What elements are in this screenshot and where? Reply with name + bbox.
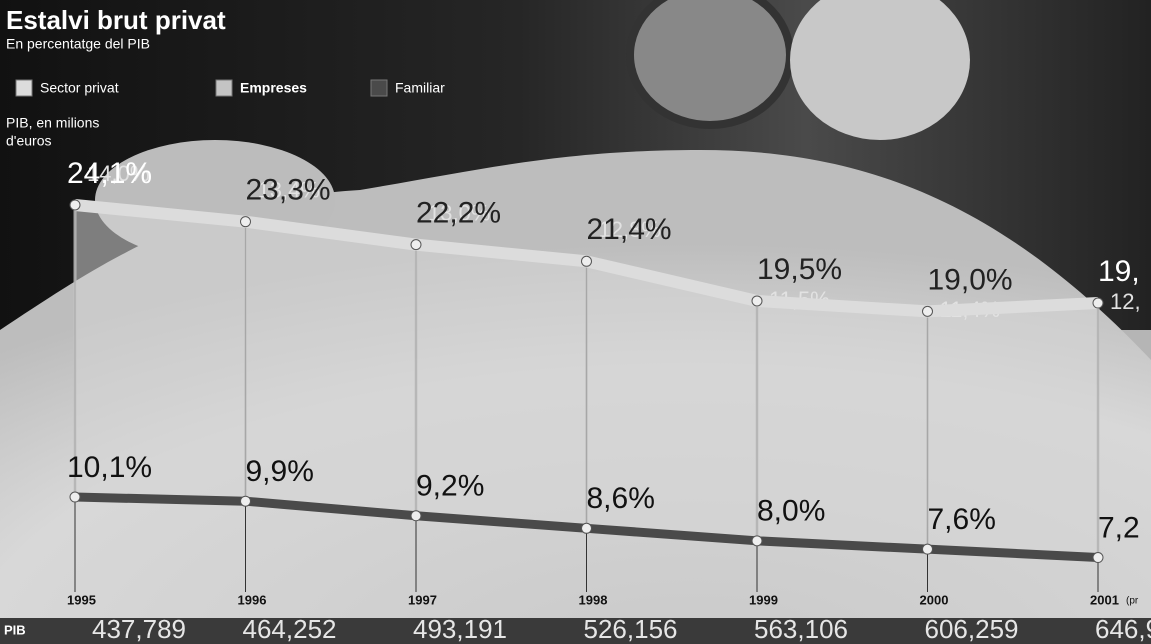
pib-axis-label: PIB, en milions <box>6 115 99 131</box>
point <box>69 491 81 503</box>
chart-title: Estalvi brut privat <box>6 5 226 35</box>
empreses-label: 12, <box>1110 289 1141 314</box>
pib-value: 646,9 <box>1095 614 1151 644</box>
point <box>922 305 933 317</box>
pib-label: PIB <box>4 622 26 637</box>
x-tick-label: 1998 <box>579 592 608 607</box>
legend-label: Sector privat <box>40 80 119 96</box>
x-tick-label: 1997 <box>408 592 437 607</box>
value-label: 21,4% <box>587 213 672 246</box>
value-label: 24,1% <box>67 157 152 190</box>
empreses-label: 12,8% <box>599 217 661 242</box>
point <box>751 295 763 307</box>
value-label: 23,3% <box>246 174 331 207</box>
value-label: 7,6% <box>928 503 996 536</box>
empreses-label: 13,0% <box>428 200 490 225</box>
point <box>581 255 592 267</box>
value-label: 7,2 <box>1098 511 1140 544</box>
chart-subtitle: En percentatge del PIB <box>6 36 150 52</box>
value-label: 8,6% <box>587 482 655 515</box>
pib-strip <box>0 618 1151 644</box>
pib-axis-label: d'euros <box>6 133 51 149</box>
point <box>1092 552 1104 564</box>
x-tick-label: 1996 <box>238 592 267 607</box>
legend-swatch <box>370 79 388 97</box>
pib-value: 493,191 <box>413 614 507 644</box>
point <box>410 239 422 251</box>
value-label: 9,2% <box>416 470 484 503</box>
point <box>922 543 933 555</box>
empreses-label: 14,0% <box>87 161 149 186</box>
point <box>1092 297 1104 309</box>
point <box>240 216 251 228</box>
legend-swatch <box>15 79 33 97</box>
value-label: 8,0% <box>757 495 825 528</box>
point <box>240 495 251 507</box>
pib-value: 606,259 <box>925 614 1019 644</box>
point <box>581 522 592 534</box>
empreses-label: 13,4% <box>258 177 320 202</box>
point <box>69 199 81 211</box>
x-tick-label: 1999 <box>749 592 778 607</box>
photo-coin <box>626 0 794 129</box>
value-label: 10,1% <box>67 451 152 484</box>
legend-label: Familiar <box>395 80 445 96</box>
legend-label: Empreses <box>240 80 307 96</box>
x-tick-label: 1995 <box>67 592 96 607</box>
x-tick-label: 2000 <box>920 592 949 607</box>
legend-swatch <box>215 79 233 97</box>
value-label: 9,9% <box>246 455 314 488</box>
pib-value: 526,156 <box>584 614 678 644</box>
pib-value: 563,106 <box>754 614 848 644</box>
value-label: 22,2% <box>416 197 501 230</box>
x-tick-label: 2001 <box>1090 592 1119 607</box>
pib-value: 437,789 <box>92 614 186 644</box>
value-label: 19,0% <box>928 263 1013 296</box>
pib-value: 464,252 <box>243 614 337 644</box>
x-note: (pr <box>1126 596 1139 607</box>
photo-finger <box>790 0 970 140</box>
value-label: 19, <box>1098 255 1140 288</box>
point <box>410 510 422 522</box>
value-label: 19,5% <box>757 253 842 286</box>
point <box>751 535 763 547</box>
